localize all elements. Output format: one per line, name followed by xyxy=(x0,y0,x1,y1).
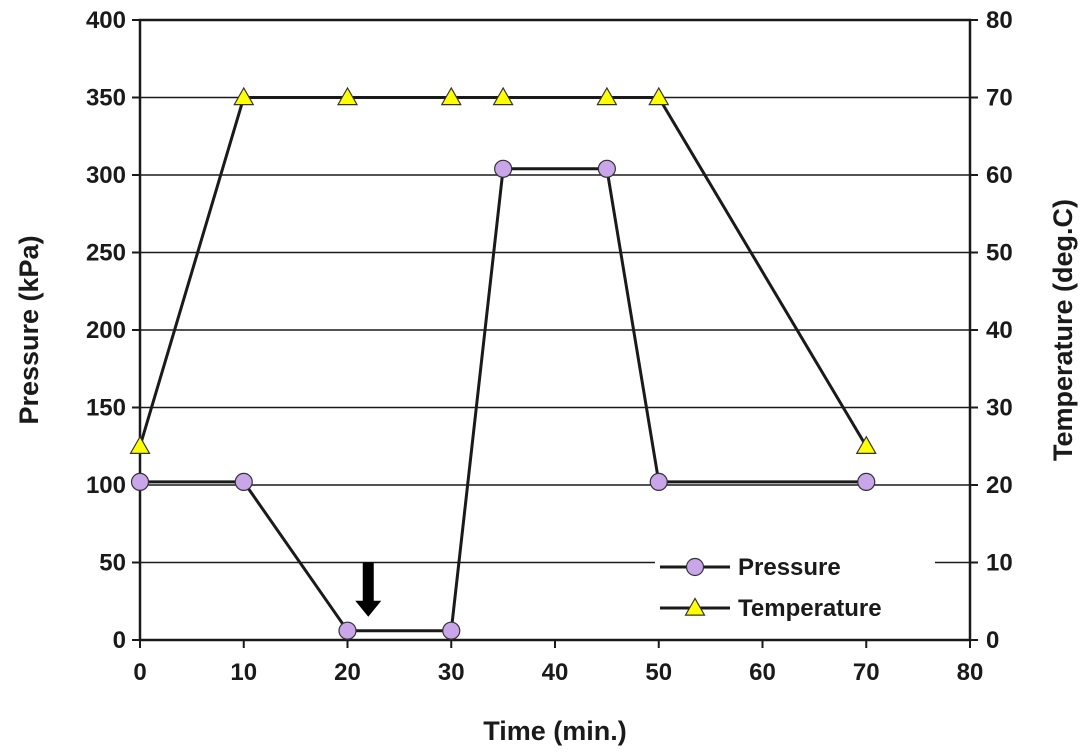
x-tick-label: 70 xyxy=(853,659,880,686)
pressure-data-point xyxy=(442,621,461,640)
legend-label-pressure: Pressure xyxy=(738,554,841,581)
down-arrow-annotation xyxy=(355,562,382,617)
y2-tick-label: 10 xyxy=(986,550,1013,577)
x-axis-title: Time (min.) xyxy=(483,716,627,746)
pressure-data-point xyxy=(234,472,253,491)
legend-box xyxy=(655,540,935,632)
x-tick-label: 80 xyxy=(957,659,984,686)
y-tick-label: 50 xyxy=(99,550,126,577)
x-tick-label: 30 xyxy=(438,659,465,686)
x-tick-label: 40 xyxy=(542,659,569,686)
y-tick-label: 400 xyxy=(86,7,126,34)
y2-tick-label: 70 xyxy=(986,85,1013,112)
y-tick-label: 150 xyxy=(86,395,126,422)
legend-marker-temperature xyxy=(684,597,706,616)
legend-marker-pressure xyxy=(685,557,705,577)
y-tick-label: 250 xyxy=(86,240,126,267)
grid-lines xyxy=(140,96,970,564)
temperature-series-line xyxy=(138,96,868,448)
temperature-data-point xyxy=(648,86,670,106)
temperature-data-point xyxy=(855,435,877,454)
y2-tick-label: 80 xyxy=(986,7,1013,34)
pressure-data-point xyxy=(597,159,616,178)
y-axis-title: Pressure (kPa) xyxy=(14,235,44,424)
annotation-group xyxy=(355,562,382,617)
x-tick-label: 10 xyxy=(230,659,257,686)
y-tick-label: 200 xyxy=(86,317,126,344)
x-tick-label: 0 xyxy=(133,659,146,686)
y2-tick-label: 30 xyxy=(986,395,1013,422)
temperature-data-point xyxy=(440,86,462,106)
series-group xyxy=(129,86,877,640)
y-tick-label: 300 xyxy=(86,162,126,189)
x-tick-label: 50 xyxy=(645,659,672,686)
y-axis-ticks: 0 50 100 150 200 250 300 350 400 xyxy=(86,7,140,654)
temperature-data-point xyxy=(233,86,255,106)
pressure-data-point xyxy=(130,472,150,491)
arrow-head xyxy=(355,600,382,617)
y2-tick-label: 60 xyxy=(986,162,1013,189)
y-tick-label: 0 xyxy=(113,627,126,654)
temperature-data-point xyxy=(492,86,514,106)
y2-tick-label: 40 xyxy=(986,317,1013,344)
y2-axis-title: Temperature (deg.C) xyxy=(1048,199,1078,461)
y2-tick-label: 20 xyxy=(986,472,1013,499)
y2-axis-ticks: 0 10 20 30 40 50 60 70 80 xyxy=(970,7,1013,654)
pressure-data-point xyxy=(338,621,357,640)
x-tick-label: 20 xyxy=(334,659,361,686)
pressure-data-point xyxy=(649,472,668,491)
temperature-data-point xyxy=(336,86,359,106)
legend: Pressure Temperature xyxy=(655,540,935,632)
y-tick-label: 100 xyxy=(86,472,126,499)
x-tick-label: 60 xyxy=(749,659,776,686)
pressure-data-point xyxy=(857,472,876,491)
x-axis-ticks: 0 10 20 30 40 50 60 70 80 xyxy=(133,640,983,686)
temperature-data-point xyxy=(129,435,151,454)
arrow-shaft xyxy=(362,562,374,603)
y2-tick-label: 0 xyxy=(986,627,999,654)
y2-tick-label: 50 xyxy=(986,240,1013,267)
pressure-series-line xyxy=(140,167,867,633)
legend-label-temperature: Temperature xyxy=(738,595,882,622)
pressure-data-point xyxy=(494,159,513,178)
temperature-data-point xyxy=(596,86,618,106)
y-tick-label: 350 xyxy=(86,85,126,112)
